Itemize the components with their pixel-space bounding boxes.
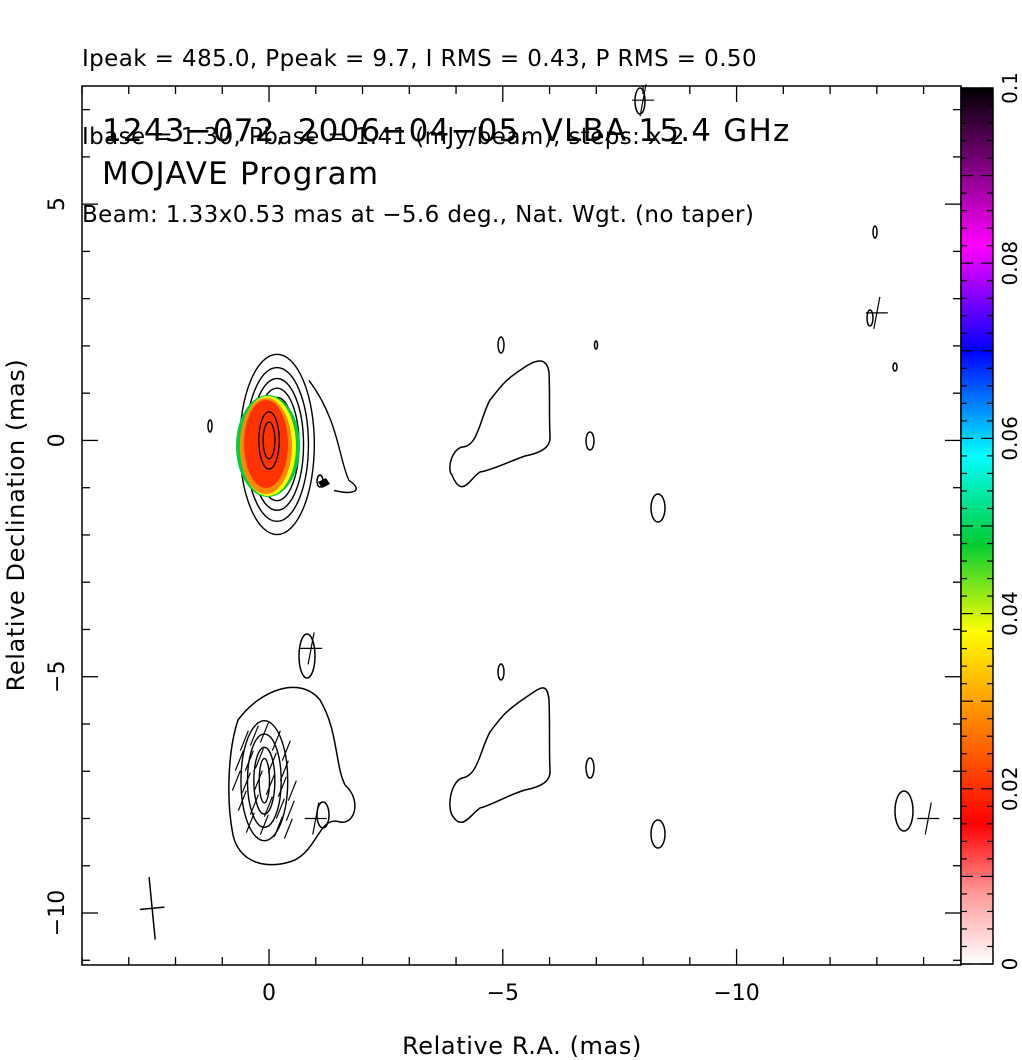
colorbar-tick-labels: 0 0.02 0.04 0.06 0.08 0.1 [998,72,1022,970]
polarized-intensity-fill [236,395,300,497]
intensity-contour [308,380,357,494]
intensity-contour [262,421,276,460]
jet-contour [449,687,551,823]
y-tick-label: −5 [45,661,70,693]
noise-contour [872,225,878,239]
evpa-vector [279,760,289,781]
intensity-contour [258,757,271,804]
noise-contour [585,431,595,451]
colorbar-tick-label: 0.06 [998,416,1022,461]
noise-contour [892,362,898,372]
lower-core-contours [240,720,289,842]
evpa-vector [263,796,273,817]
colorbar-tick-label: 0.02 [998,767,1022,812]
y-axis-label: Relative Declination (mas) [2,359,30,692]
evpa-vector [249,794,259,815]
evpa-vector [271,730,281,751]
evpa-vector [265,774,275,795]
chart-title: 1243−072, 2006−04−05, VLBA 15.4 GHz [102,113,790,149]
header-line-beam: Beam: 1.33x0.53 mas at −5.6 deg., Nat. W… [82,202,755,228]
noise-contour [585,757,595,779]
evpa-vector [237,790,247,811]
evpa-vector [259,814,269,835]
evpa-vector [254,748,264,769]
beam-minor-axis [139,906,165,911]
restoring-beam [139,876,165,940]
intensity-contour [240,720,289,842]
chart-subtitle: MOJAVE Program [102,156,379,192]
intensity-contour [253,746,276,815]
x-axis-label: Relative R.A. (mas) [402,1032,642,1060]
evpa-vector [239,730,249,751]
noise-contour [207,419,213,433]
evpa-vector [245,812,255,833]
upper-core-inner-contours [258,411,280,470]
x-tick-label: 0 [262,981,276,1006]
noise-contour [650,819,666,849]
colorbar-tick-label: 0.04 [998,591,1022,636]
y-tick-label: 5 [45,197,70,211]
evpa-vector [253,770,263,791]
noise-contour [298,633,316,679]
evpa-vector [287,780,297,801]
x-tick-label: −5 [487,981,519,1006]
evpa-vector [281,740,291,761]
axis-tick-labels: 0 −5 −10 5 0 −5 −10 [45,197,760,1006]
y-tick-label: 0 [45,433,70,447]
evpa-vector [275,798,285,819]
evpa-vector [231,770,241,791]
colorbar-ticks [961,87,993,965]
noise-contour [593,340,599,350]
evpa-vector [285,800,295,821]
outer-contour [228,686,356,866]
evpa-vector [259,722,269,743]
colorbar-tick-label: 0.08 [998,241,1022,286]
evpa-vector [234,750,244,771]
axis-ticks [81,86,961,965]
intensity-contour [258,411,280,470]
evpa-vector [241,772,251,793]
plot-frame [81,85,962,966]
evpa-vector [283,818,293,839]
colorbar-tick-label: 0 [998,958,1022,971]
noise-contour [497,336,505,354]
noise-contour [866,309,874,327]
x-tick-label: −10 [713,981,759,1006]
evpa-vector [273,816,283,837]
y-tick-label: −10 [45,890,70,936]
jet-contour [449,360,551,488]
evpa-vector [277,776,287,797]
evpa-vector [244,750,254,771]
evpa-vectors [231,84,940,839]
upper-intensity-map [207,87,898,523]
evpa-vector [267,752,277,773]
header-line-peak: Ipeak = 485.0, Ppeak = 9.7, I RMS = 0.43… [82,46,757,72]
noise-contour [650,493,666,523]
noise-contour [894,790,914,832]
header-line-base: Ibase = 1.30, Pbase = 1.41 (mJy/beam), s… [82,124,685,150]
map-statistics-header: Ipeak = 485.0, Ppeak = 9.7, I RMS = 0.43… [82,0,757,254]
lower-vector-map [228,633,914,866]
evpa-vector [249,725,259,746]
colorbar-tick-label: 0.1 [998,72,1022,104]
polarization-blob [318,478,330,488]
noise-contour [497,663,505,681]
